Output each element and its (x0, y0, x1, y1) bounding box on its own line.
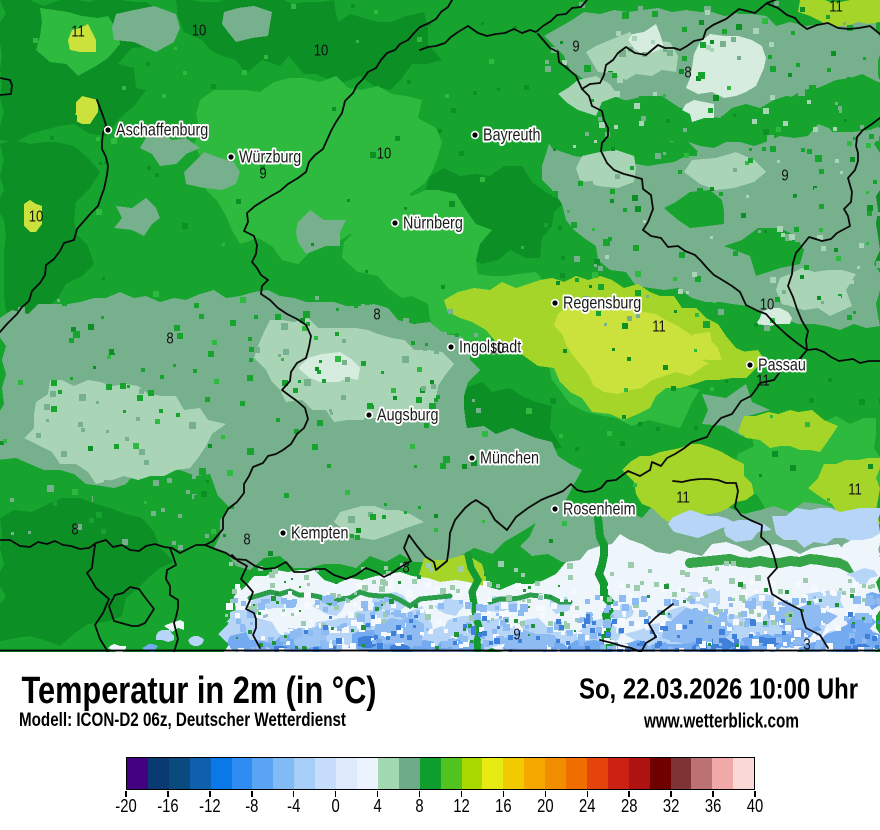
svg-text:-4: -4 (287, 796, 300, 816)
svg-text:4: 4 (373, 796, 381, 816)
svg-text:16: 16 (495, 796, 511, 816)
svg-text:11: 11 (652, 318, 666, 335)
svg-text:So, 22.03.2026 10:00 Uhr: So, 22.03.2026 10:00 Uhr (579, 674, 858, 706)
svg-text:11: 11 (676, 489, 690, 506)
svg-text:Passau: Passau (758, 356, 806, 375)
svg-text:40: 40 (747, 796, 763, 816)
svg-text:12: 12 (453, 796, 469, 816)
svg-text:Ingolstadt: Ingolstadt (459, 338, 522, 357)
svg-text:11: 11 (756, 372, 770, 389)
svg-text:-12: -12 (199, 796, 220, 816)
svg-text:Modell: ICON-D2 06z, Deutscher: Modell: ICON-D2 06z, Deutscher Wetterdie… (19, 709, 346, 731)
svg-text:Würzburg: Würzburg (239, 148, 301, 167)
svg-text:11: 11 (71, 23, 85, 40)
svg-text:10: 10 (314, 42, 329, 59)
svg-text:Kempten: Kempten (291, 524, 348, 543)
svg-text:8: 8 (402, 559, 409, 576)
svg-text:24: 24 (579, 796, 595, 816)
svg-text:www.wetterblick.com: www.wetterblick.com (643, 710, 799, 732)
svg-text:28: 28 (621, 796, 637, 816)
svg-text:Temperatur in 2m (in °C): Temperatur in 2m (in °C) (22, 670, 377, 712)
svg-text:-8: -8 (245, 796, 258, 816)
svg-text:Rosenheim: Rosenheim (563, 500, 636, 519)
svg-text:3: 3 (803, 636, 810, 652)
svg-text:8: 8 (166, 330, 173, 347)
svg-text:11: 11 (848, 481, 862, 498)
svg-text:9: 9 (513, 626, 520, 643)
svg-text:32: 32 (663, 796, 679, 816)
svg-text:0: 0 (332, 796, 340, 816)
svg-text:8: 8 (71, 521, 78, 538)
svg-text:Nürnberg: Nürnberg (403, 214, 463, 233)
svg-text:9: 9 (259, 165, 266, 182)
svg-text:10: 10 (29, 208, 44, 225)
svg-text:11: 11 (829, 0, 843, 16)
svg-text:München: München (480, 449, 539, 468)
svg-text:8: 8 (684, 64, 691, 81)
svg-text:Augsburg: Augsburg (377, 406, 438, 425)
svg-text:9: 9 (572, 38, 579, 55)
svg-text:20: 20 (537, 796, 553, 816)
svg-text:9: 9 (781, 167, 788, 184)
svg-text:10: 10 (490, 340, 505, 357)
svg-text:-16: -16 (157, 796, 178, 816)
svg-text:Bayreuth: Bayreuth (483, 126, 540, 145)
svg-text:10: 10 (192, 22, 207, 39)
svg-text:Regensburg: Regensburg (563, 294, 641, 313)
svg-text:10: 10 (377, 145, 392, 162)
svg-text:-20: -20 (115, 796, 136, 816)
svg-text:10: 10 (760, 296, 775, 313)
svg-text:8: 8 (415, 796, 423, 816)
svg-text:36: 36 (705, 796, 721, 816)
svg-text:8: 8 (373, 306, 380, 323)
svg-text:Aschaffenburg: Aschaffenburg (116, 121, 208, 140)
svg-text:8: 8 (243, 531, 250, 548)
